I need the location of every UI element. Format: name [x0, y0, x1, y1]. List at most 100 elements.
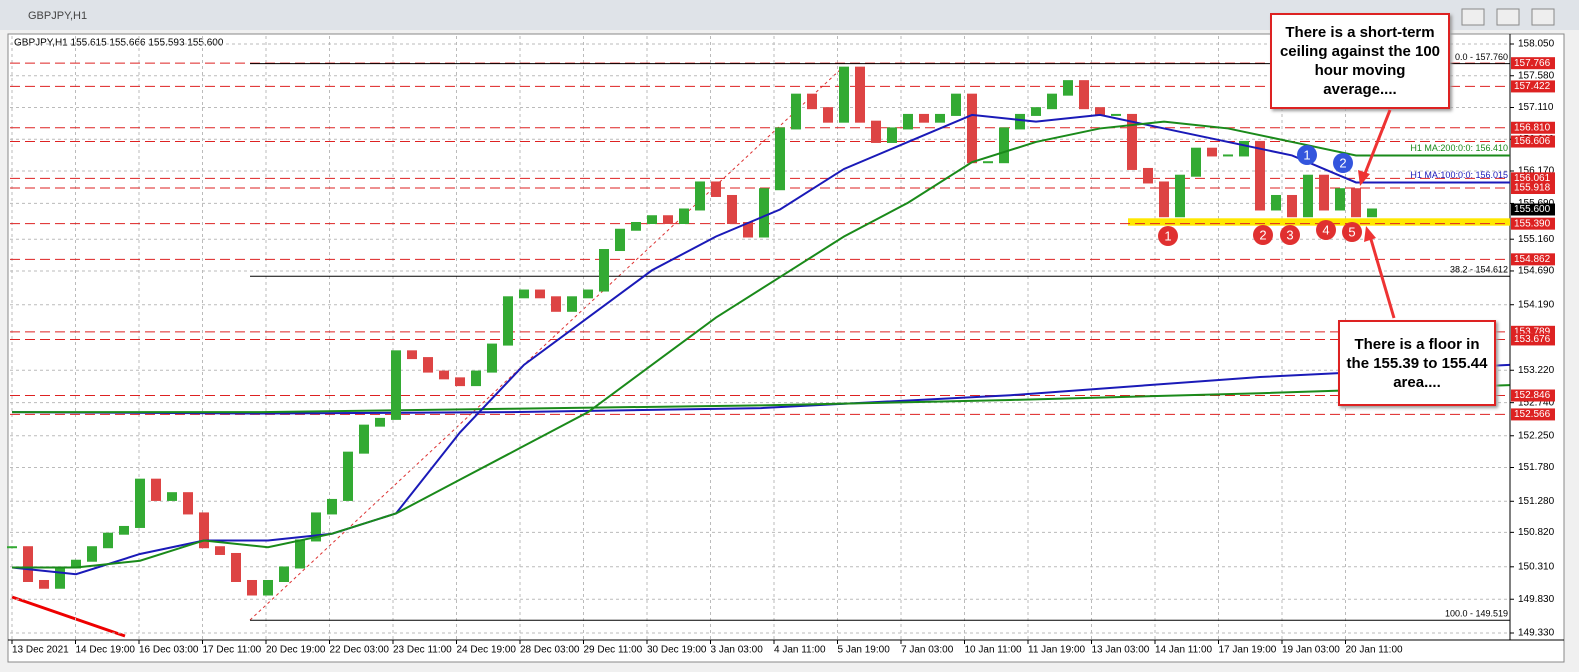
minimize-button[interactable] [1461, 8, 1485, 26]
chart-header: GBPJPY,H1 155.615 155.666 155.593 155.60… [14, 38, 224, 49]
candle [1031, 107, 1041, 116]
candle [1287, 194, 1297, 218]
candle [1143, 167, 1153, 184]
candle [791, 93, 801, 130]
level-label-box [1511, 408, 1555, 421]
current-price-box [1511, 203, 1555, 216]
level-label: 157.766 [1514, 58, 1551, 69]
candle [1239, 140, 1249, 157]
candle [1159, 181, 1169, 218]
level-label-box [1511, 57, 1555, 70]
candle [615, 228, 625, 252]
annotation-floor: There is a floor in the 155.39 to 155.44… [1338, 320, 1496, 406]
level-label-box [1511, 333, 1555, 346]
level-label: 155.918 [1514, 183, 1551, 194]
candle [1063, 80, 1073, 96]
candle [519, 289, 529, 299]
candle [567, 296, 577, 312]
x-tick-label: 13 Dec 2021 [12, 645, 69, 656]
candle [871, 120, 881, 143]
x-tick-label: 11 Jan 19:00 [1028, 645, 1086, 656]
candle [295, 539, 305, 569]
marker [1342, 222, 1362, 242]
x-tick-label: 4 Jan 11:00 [774, 645, 826, 656]
level-label: 152.566 [1514, 409, 1551, 420]
y-tick-label: 150.820 [1518, 527, 1555, 538]
candle [759, 188, 769, 238]
candle [951, 93, 961, 116]
candle [39, 579, 49, 589]
candle [1111, 113, 1121, 116]
candle [407, 350, 417, 360]
x-tick-label: 17 Jan 19:00 [1219, 645, 1277, 656]
candle [855, 66, 865, 123]
candle [1335, 188, 1345, 211]
candle [663, 215, 673, 224]
candle [183, 492, 193, 515]
ma-label: H1 MA:100:0:0: 156.015 [1410, 170, 1508, 180]
candle [983, 161, 993, 164]
x-tick-label: 7 Jan 03:00 [901, 645, 954, 656]
level-label: 156.606 [1514, 136, 1551, 147]
y-tick-label: 157.110 [1518, 102, 1554, 113]
ma-label: H1 MA:200:0:0: 156.410 [1410, 143, 1508, 153]
candle [1015, 113, 1025, 130]
marker-label: 2 [1339, 155, 1346, 170]
x-tick-label: 14 Jan 11:00 [1155, 645, 1213, 656]
candle [1095, 107, 1105, 116]
candle [103, 532, 113, 549]
marker [1280, 225, 1300, 245]
candle [887, 127, 897, 143]
level-label-box [1511, 253, 1555, 266]
y-tick-label: 152.740 [1518, 397, 1555, 408]
fib-label: 0.0 - 157.760 [1455, 52, 1508, 62]
level-label: 153.789 [1514, 326, 1551, 337]
candle [279, 566, 289, 582]
candle [263, 579, 273, 596]
candle [775, 127, 785, 191]
candle [967, 93, 977, 164]
marker-label: 1 [1164, 228, 1171, 243]
candle [327, 498, 337, 515]
candle [583, 289, 593, 299]
fib-label: 100.0 - 149.519 [1445, 609, 1508, 619]
x-tick-label: 23 Dec 11:00 [393, 645, 452, 656]
candle [151, 478, 161, 501]
candle [711, 181, 721, 197]
candle [343, 451, 353, 501]
candle [1303, 174, 1313, 218]
x-tick-label: 29 Dec 11:00 [584, 645, 643, 656]
x-tick-label: 13 Jan 03:00 [1092, 645, 1150, 656]
x-tick-label: 5 Jan 19:00 [838, 645, 891, 656]
chart-area [7, 33, 1565, 663]
x-tick-label: 22 Dec 03:00 [330, 645, 390, 656]
close-button[interactable] [1531, 8, 1555, 26]
candle [55, 566, 65, 589]
candle [743, 221, 753, 238]
candle [167, 492, 177, 501]
x-tick-label: 30 Dec 19:00 [647, 645, 707, 656]
y-tick-label: 155.160 [1518, 234, 1555, 245]
level-label: 156.061 [1514, 173, 1551, 184]
candle [1127, 113, 1137, 170]
maximize-button[interactable] [1496, 8, 1520, 26]
marker-label: 4 [1322, 222, 1329, 237]
trend-line [11, 595, 126, 638]
level-label: 156.810 [1514, 122, 1551, 133]
candle [679, 208, 689, 224]
y-tick-label: 151.280 [1518, 496, 1555, 507]
candle [1175, 174, 1185, 218]
marker-label: 1 [1303, 147, 1310, 162]
x-tick-label: 24 Dec 19:00 [457, 645, 517, 656]
candle [935, 113, 945, 123]
candle [231, 552, 241, 582]
candle [359, 424, 369, 454]
y-tick-label: 149.330 [1518, 628, 1555, 639]
x-tick-label: 10 Jan 11:00 [965, 645, 1023, 656]
candle [903, 113, 913, 130]
level-label-box [1511, 80, 1555, 93]
y-tick-label: 154.190 [1518, 299, 1555, 310]
x-tick-label: 20 Jan 11:00 [1346, 645, 1404, 656]
